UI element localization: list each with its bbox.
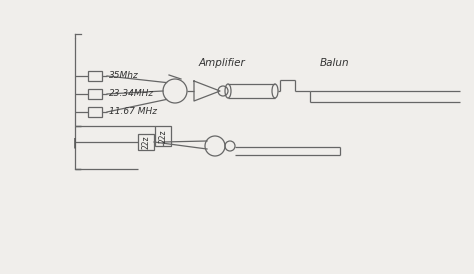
Bar — [88, 107, 102, 117]
Text: Balun: Balun — [320, 58, 350, 68]
Bar — [155, 126, 171, 146]
Text: 22z: 22z — [142, 135, 151, 149]
Text: 22z: 22z — [158, 129, 167, 143]
Text: 35Mhz: 35Mhz — [109, 70, 139, 79]
Bar — [88, 71, 102, 81]
Bar — [88, 89, 102, 99]
Text: |: | — [73, 138, 77, 149]
Text: 11.67 MHz: 11.67 MHz — [109, 107, 157, 116]
Bar — [138, 134, 154, 150]
Text: 23.34MHz: 23.34MHz — [109, 89, 154, 98]
Text: Amplifier: Amplifier — [199, 58, 246, 68]
